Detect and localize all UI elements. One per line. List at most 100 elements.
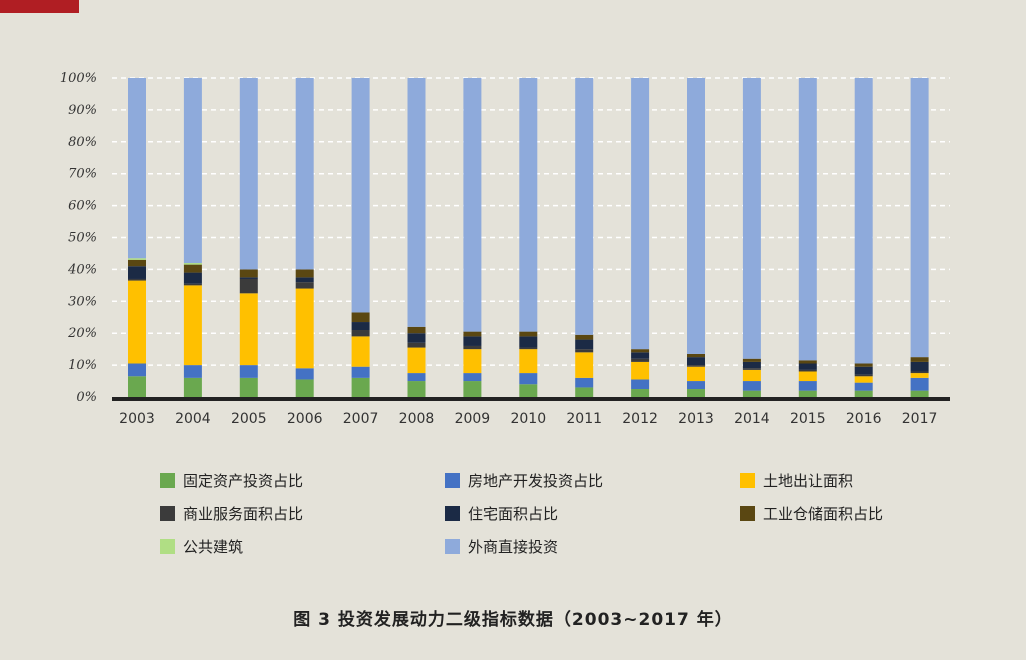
bar-segment: [687, 366, 705, 382]
bar-segment: [687, 365, 705, 367]
y-tick-label: 90%: [68, 103, 97, 118]
bar-segment: [407, 373, 426, 382]
bar-segment: [128, 258, 146, 260]
legend-swatch: [740, 505, 755, 521]
corner-accent-tab: [0, 0, 79, 13]
bar-segment: [183, 365, 202, 378]
x-tick-label: 2016: [846, 411, 882, 427]
bar-segment: [407, 326, 426, 334]
bar-segment: [407, 342, 426, 348]
bar-segment: [798, 360, 817, 364]
legend-item: 商业服务面积占比: [160, 503, 303, 523]
bar-segment: [463, 381, 482, 397]
bars: [128, 78, 929, 397]
y-tick-label: 10%: [68, 358, 97, 373]
y-tick-label: 60%: [68, 199, 97, 214]
bar-segment: [183, 285, 202, 366]
bar-segment: [631, 379, 650, 390]
bar-segment: [575, 352, 594, 378]
bar-segment: [575, 339, 594, 350]
x-tick-label: 2004: [175, 411, 211, 427]
bar-segment: [128, 376, 146, 397]
y-tick-label: 30%: [68, 294, 97, 309]
legend-label: 商业服务面积占比: [183, 504, 304, 523]
bar-segment: [854, 376, 873, 383]
bar-segment: [742, 361, 761, 369]
legend-label: 住宅面积占比: [468, 504, 559, 523]
x-tick-label: 2008: [399, 411, 435, 427]
bar-segment: [519, 336, 538, 348]
legend-item: 房地产开发投资占比: [445, 470, 603, 490]
bar-segment: [798, 78, 817, 361]
legend-item: 外商直接投资: [445, 536, 558, 556]
bar-segment: [128, 363, 146, 377]
bar-segment: [575, 377, 594, 388]
y-tick-label: 40%: [67, 262, 97, 277]
legend-swatch: [160, 472, 175, 488]
bar-segment: [798, 369, 817, 372]
bar-segment: [798, 381, 817, 391]
bar-segment: [742, 369, 761, 382]
bar-segment: [239, 377, 258, 397]
bar-segment: [687, 78, 705, 354]
bar-segment: [519, 78, 538, 332]
bar-segment: [239, 78, 258, 270]
legend-swatch: [445, 472, 460, 488]
bar-segment: [910, 373, 929, 378]
bar-segment: [575, 334, 594, 340]
bar-segment: [463, 349, 482, 374]
bar-segment: [742, 368, 761, 370]
bar-segment: [631, 389, 650, 397]
bar-segment: [295, 78, 314, 270]
x-tick-label: 2013: [678, 411, 714, 427]
bar-segment: [128, 280, 146, 364]
bar-segment: [407, 333, 426, 343]
legend-item: 土地出让面积: [740, 470, 853, 490]
bar-segment: [183, 377, 202, 397]
bar-segment: [854, 390, 873, 397]
x-tick-label: 2009: [455, 411, 491, 427]
bar-segment: [128, 78, 146, 259]
stacked-bar-chart: 0%10%20%30%40%50%60%70%80%90%100% 2003 20…: [60, 71, 950, 427]
bar-segment: [463, 345, 482, 350]
legend-swatch: [445, 538, 460, 554]
bar-segment: [910, 357, 929, 362]
bar-segment: [742, 78, 761, 359]
bar-segment: [128, 278, 146, 281]
bar-segment: [519, 331, 538, 337]
bar-segment: [239, 277, 258, 279]
bar-segment: [631, 78, 650, 350]
x-tick-label: 2006: [287, 411, 323, 427]
bar-segment: [239, 365, 258, 378]
y-tick-label: 70%: [68, 167, 97, 182]
x-tick-label: 2007: [343, 411, 379, 427]
bar-segment: [183, 263, 202, 265]
bar-segment: [575, 349, 594, 353]
y-tick-label: 50%: [68, 231, 97, 246]
bar-segment: [519, 349, 538, 374]
bar-segment: [910, 78, 929, 358]
legend-item: 固定资产投资占比: [160, 470, 303, 490]
figure-caption: 图 3 投资发展动力二级指标数据（2003~2017 年）: [293, 610, 733, 630]
bar-segment: [407, 381, 426, 397]
bar-segment: [910, 361, 929, 372]
y-axis-ticks: 0% 10% 20% 30% 40% 50% 60% 70% 80% 90% 100%: [60, 71, 97, 405]
y-tick-label: 100%: [60, 71, 97, 86]
bar-segment: [183, 272, 202, 284]
bar-segment: [351, 377, 370, 397]
x-tick-label: 2011: [566, 411, 602, 427]
bar-segment: [128, 266, 146, 279]
legend-label: 土地出让面积: [763, 471, 854, 490]
bar-segment: [687, 353, 705, 358]
legend-item: 公共建筑: [160, 536, 243, 556]
bar-segment: [295, 269, 314, 278]
bar-segment: [295, 282, 314, 289]
bar-segment: [742, 381, 761, 391]
bar-segment: [239, 269, 258, 278]
bar-segment: [854, 374, 873, 377]
legend-swatch: [160, 538, 175, 554]
bar-segment: [295, 368, 314, 380]
x-tick-label: 2012: [622, 411, 658, 427]
x-tick-label: 2014: [734, 411, 770, 427]
bar-segment: [295, 288, 314, 369]
